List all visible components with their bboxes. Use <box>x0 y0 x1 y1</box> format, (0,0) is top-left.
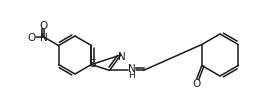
Text: N: N <box>128 63 135 73</box>
Text: S: S <box>89 58 96 68</box>
Text: N: N <box>40 33 48 43</box>
Text: O: O <box>28 33 36 43</box>
Text: H: H <box>128 70 135 79</box>
Text: O: O <box>193 79 201 89</box>
Text: O: O <box>40 21 48 31</box>
Text: N: N <box>118 52 126 62</box>
